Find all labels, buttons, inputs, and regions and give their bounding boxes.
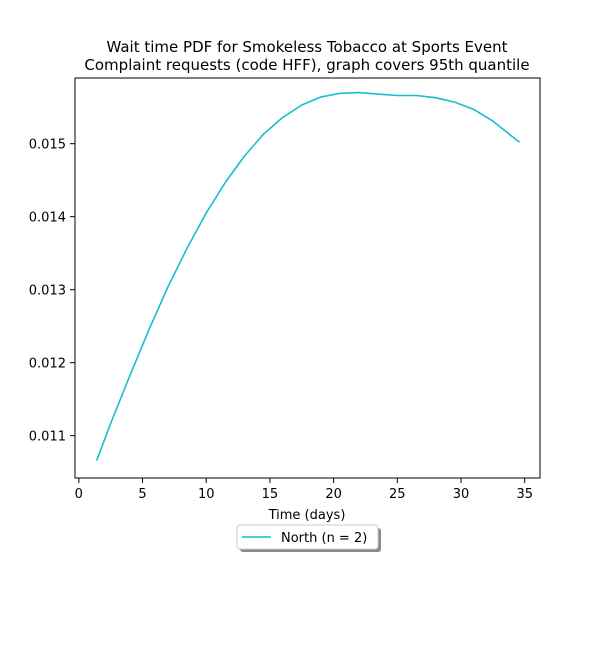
- y-tick-label: 0.012: [29, 357, 66, 372]
- y-tick-label: 0.013: [29, 284, 66, 299]
- x-tick-label: 25: [389, 487, 406, 502]
- x-tick-label: 5: [138, 487, 146, 502]
- series-line: [95, 91, 521, 461]
- legend-box: [236, 524, 379, 550]
- series-lines: [95, 91, 521, 461]
- x-tick-label: 20: [325, 487, 342, 502]
- legend[interactable]: North (n = 2): [236, 524, 381, 552]
- y-tick-label: 0.015: [29, 138, 66, 153]
- x-tick-label: 35: [516, 487, 533, 502]
- x-axis-label: Time (days): [268, 508, 346, 523]
- x-tick-label: 0: [75, 487, 83, 502]
- chart-title-line1: Wait time PDF for Smokeless Tobacco at S…: [106, 38, 507, 56]
- plot-frame: [74, 77, 541, 479]
- y-tick-label: 0.011: [29, 430, 66, 445]
- axis-ticks: 0 5 10 15 20 25 30 35 0.011 0.012 0.013 0.014 0.015: [29, 138, 533, 502]
- legend-label: North (n = 2): [281, 531, 367, 546]
- x-tick-label: 30: [453, 487, 470, 502]
- x-tick-label: 15: [262, 487, 279, 502]
- chart-title-line2: Complaint requests (code HFF), graph cov…: [84, 56, 529, 74]
- x-tick-label: 10: [198, 487, 215, 502]
- y-tick-label: 0.014: [29, 211, 66, 226]
